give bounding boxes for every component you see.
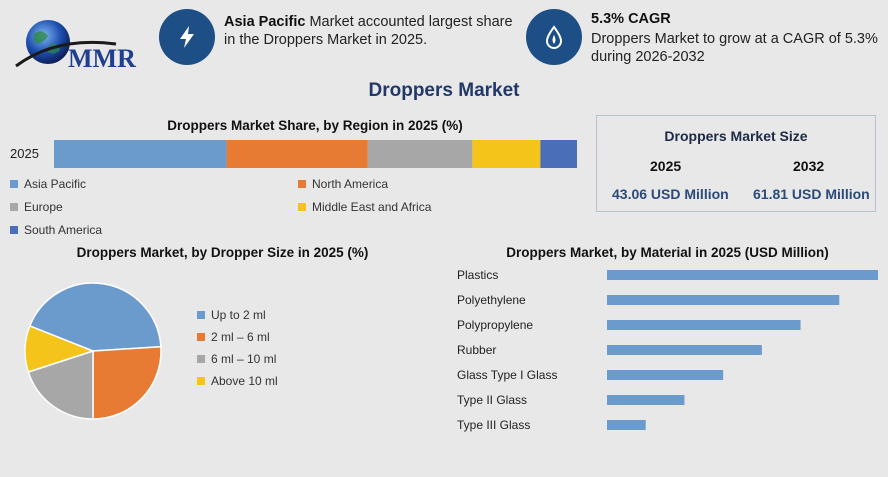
material-label-type-ii-glass: Type II Glass: [457, 393, 528, 407]
material-label-plastics: Plastics: [457, 268, 499, 282]
pie-slice-2-ml-6-ml: [92, 345, 162, 420]
dropper-size-legend-item: Up to 2 ml: [197, 308, 377, 322]
legend-label: North America: [312, 177, 389, 191]
legend-label: 6 ml – 10 ml: [211, 352, 277, 366]
region-legend-item: North America: [298, 177, 388, 191]
size-year-2025: 2025: [650, 158, 682, 174]
material-bars: [607, 270, 878, 430]
legend-label: 2 ml – 6 ml: [211, 330, 270, 344]
material-chart-title: Droppers Market, by Material in 2025 (US…: [506, 245, 829, 260]
legend-label: Middle East and Africa: [312, 200, 432, 214]
material-bar-polyethylene: [607, 295, 840, 305]
region-bar-segment-south-america: [540, 140, 577, 168]
legend-swatch: [197, 377, 205, 385]
pie-slice-up-to-2-ml: [28, 282, 162, 352]
material-bar-type-ii-glass: [607, 395, 685, 405]
region-legend-item: Asia Pacific: [10, 177, 86, 191]
region-bar-segment-asia-pacific: [54, 140, 227, 168]
legend-label: Europe: [24, 200, 63, 214]
dropper-size-legend: Up to 2 ml 2 ml – 6 ml 6 ml – 10 ml Above 1…: [197, 308, 377, 396]
highlight-asia-pacific: Asia Pacific Market accounted largest sh…: [224, 14, 513, 48]
logo-text: MMR: [68, 44, 136, 73]
lightning-icon: [159, 9, 215, 65]
material-bar-type-iii-glass: [607, 420, 646, 430]
material-label-rubber: Rubber: [457, 343, 497, 357]
pie-slice-above-10-ml: [24, 324, 96, 373]
material-label-polypropylene: Polypropylene: [457, 318, 534, 332]
size-value-2032: 61.81 USD Million: [753, 186, 870, 202]
material-bar-polypropylene: [607, 320, 801, 330]
material-label-type-iii-glass: Type III Glass: [457, 418, 531, 432]
region-stacked-bar: [54, 140, 577, 168]
region-legend-item: South America: [10, 223, 102, 237]
dropper-size-legend-item: Above 10 ml: [197, 374, 377, 388]
region-year-label: 2025: [10, 146, 39, 161]
legend-swatch: [10, 180, 18, 188]
market-size-title: Droppers Market Size: [664, 128, 808, 144]
material-label-polyethylene: Polyethylene: [457, 293, 526, 307]
page-title: Droppers Market: [368, 80, 520, 101]
globe-icon: [15, 20, 117, 68]
material-label-glass-type-i-glass: Glass Type I Glass: [457, 368, 558, 382]
dropper-size-legend-item: 6 ml – 10 ml: [197, 352, 377, 366]
region-bar-segment-north-america: [226, 140, 368, 168]
material-bar-plastics: [607, 270, 878, 280]
market-size-box: Droppers Market Size 2025 2032 43.06 USD…: [596, 115, 876, 212]
dropper-size-legend-item: 2 ml – 6 ml: [197, 330, 377, 344]
highlight-cagr: 5.3% CAGR Droppers Market to grow at a C…: [591, 11, 878, 65]
region-bar-segment-europe: [367, 140, 473, 168]
dropper-size-pie: [24, 282, 162, 420]
material-bar-rubber: [607, 345, 762, 355]
region-bar-segment-middle-east-and-africa: [472, 140, 541, 168]
size-year-2032: 2032: [793, 158, 825, 174]
legend-swatch: [10, 226, 18, 234]
pie-slice-6-ml-10-ml: [27, 349, 94, 420]
legend-label: Above 10 ml: [211, 374, 278, 388]
legend-swatch: [298, 203, 306, 211]
region-chart-title: Droppers Market Share, by Region in 2025…: [167, 118, 463, 133]
droplet-flame-icon: [526, 9, 582, 65]
legend-swatch: [197, 333, 205, 341]
legend-label: Up to 2 ml: [211, 308, 266, 322]
legend-label: Asia Pacific: [24, 177, 87, 191]
legend-swatch: [197, 311, 205, 319]
legend-swatch: [298, 180, 306, 188]
dropper-size-chart-title: Droppers Market, by Dropper Size in 2025…: [76, 245, 369, 260]
mmr-logo: MMR: [10, 14, 136, 76]
material-bar-glass-type-i-glass: [607, 370, 724, 380]
legend-swatch: [10, 203, 18, 211]
legend-swatch: [197, 355, 205, 363]
region-legend-item: Middle East and Africa: [298, 200, 431, 214]
region-legend-item: Europe: [10, 200, 63, 214]
legend-label: South America: [24, 223, 103, 237]
region-legend: Asia Pacific North America Europe Middle Ea…: [10, 177, 590, 247]
size-value-2025: 43.06 USD Million: [612, 186, 729, 202]
